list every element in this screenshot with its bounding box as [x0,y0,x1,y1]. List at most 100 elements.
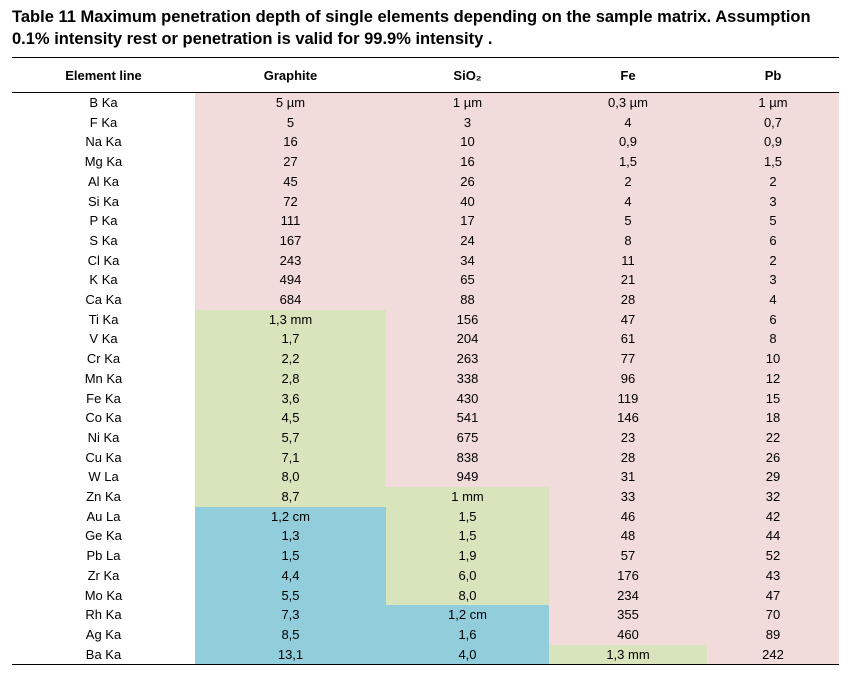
table-row: Mg Ka 27 16 1,5 1,5 [12,152,839,172]
fe-cell: 176 [549,565,707,586]
element-line-cell: B Ka [89,95,118,110]
pb-cell: 42 [707,506,839,527]
element-line-cell: K Ka [89,272,118,288]
sio2-cell: 17 [386,211,549,231]
element-line-cell: Na Ka [85,134,122,150]
graphite-cell: 8,0 [195,467,386,488]
fe-cell: 1,3 mm [549,644,707,666]
header-element-line: Element line [12,57,195,93]
table-row: Cr Ka 2,2 263 77 10 [12,349,839,369]
graphite-cell: 1,2 cm [195,506,386,527]
graphite-cell: 7,1 [195,447,386,468]
graphite-cell: 167 [195,230,386,251]
element-line-cell: Ti Ka [88,311,119,327]
graphite-cell: 1,3 mm [195,309,386,330]
element-line-cell: Ag Ka [85,626,122,642]
element-line-cell: Cl Ka [87,252,120,268]
pb-cell: 0,9 [707,132,839,153]
fe-cell: 355 [549,605,707,625]
sio2-cell: 541 [386,408,549,428]
element-line-cell: Mo Ka [84,587,123,603]
fe-cell: 46 [549,506,707,527]
header-sio2: SiO₂ [386,57,549,93]
pb-cell: 89 [707,624,839,645]
sio2-cell: 6,0 [386,565,549,586]
pb-cell: 6 [707,309,839,330]
graphite-cell: 1,7 [195,329,386,350]
table-row: Cl Ka 243 34 11 2 [12,250,839,271]
graphite-cell: 5 [195,112,386,133]
graphite-cell: 27 [195,152,386,172]
fe-cell: 57 [549,546,707,566]
sio2-cell: 1,5 [386,506,549,527]
pb-cell: 3 [707,270,839,291]
element-line-cell: Au La [86,508,121,524]
element-line-cell: Ni Ka [87,429,120,445]
sio2-cell: 26 [386,171,549,192]
graphite-cell: 45 [195,171,386,192]
fe-cell: 61 [549,329,707,350]
graphite-cell: 2,2 [195,349,386,369]
header-graphite: Graphite [195,57,386,93]
fe-cell: 31 [549,467,707,488]
pb-cell: 2 [707,250,839,271]
pb-cell: 43 [707,565,839,586]
pb-cell: 1,5 [707,152,839,172]
table-row: Ca Ka 684 88 28 4 [12,290,839,310]
fe-cell: 2 [549,171,707,192]
pb-cell: 2 [707,171,839,192]
table-row: Ti Ka 1,3 mm 156 47 6 [12,309,839,330]
pb-cell: 6 [707,230,839,251]
fe-cell: 96 [549,368,707,389]
sio2-cell: 1 mm [386,487,549,507]
table-row: Rh Ka 7,3 1,2 cm 355 70 [12,605,839,625]
pb-cell: 12 [707,368,839,389]
sio2-cell: 16 [386,152,549,172]
pb-cell: 242 [707,644,839,666]
pb-cell: 1 µm [707,92,839,113]
fe-cell: 119 [549,388,707,409]
sio2-cell: 156 [386,309,549,330]
element-line-cell: Ca Ka [85,292,122,308]
sio2-cell: 24 [386,230,549,251]
graphite-cell: 1,5 [195,546,386,566]
table-row: Pb La 1,5 1,9 57 52 [12,546,839,566]
pb-cell: 0,7 [707,112,839,133]
pb-cell: 4 [707,290,839,310]
pb-cell: 5 [707,211,839,231]
element-line-cell: Mn Ka [84,370,123,386]
fe-cell: 460 [549,624,707,645]
table-row: K Ka 494 65 21 3 [12,270,839,291]
sio2-cell: 675 [386,427,549,448]
table-row: Co Ka 4,5 541 146 18 [12,408,839,428]
fe-cell: 77 [549,349,707,369]
graphite-cell: 8,5 [195,624,386,645]
graphite-cell: 2,8 [195,368,386,389]
sio2-cell: 338 [386,368,549,389]
pb-cell: 15 [707,388,839,409]
fe-cell: 23 [549,427,707,448]
sio2-cell: 1 µm [386,92,549,113]
fe-cell: 1,5 [549,152,707,172]
fe-cell: 28 [549,447,707,468]
sio2-cell: 1,5 [386,526,549,547]
element-line-cell: Fe Ka [86,390,121,406]
graphite-cell: 684 [195,290,386,310]
pb-cell: 32 [707,487,839,507]
table-row: B Ka 5 µm 1 µm 0,3 µm 1 µm [12,92,839,113]
table-row: Mo Ka 5,5 8,0 234 47 [12,585,839,606]
header-pb: Pb [707,57,839,93]
sio2-cell: 40 [386,191,549,212]
element-line-cell: Si Ka [87,193,120,209]
table-row: Fe Ka 3,6 430 119 15 [12,388,839,409]
sio2-cell: 3 [386,112,549,133]
element-line-cell: Ba Ka [12,644,195,666]
caption-line-2: 0.1% intensity rest or penetration is va… [12,30,493,48]
fe-cell: 48 [549,526,707,547]
table-body: B Ka 5 µm 1 µm 0,3 µm 1 µm F Ka 5 3 4 0,7 Na Ka 16 1… [12,92,839,666]
sio2-cell: 949 [386,467,549,488]
fe-cell: 0,3 µm [549,92,707,113]
pb-cell: 70 [707,605,839,625]
table-row: Zn Ka 8,7 1 mm 33 32 [12,487,839,507]
element-line-cell: Zn Ka [86,489,121,505]
